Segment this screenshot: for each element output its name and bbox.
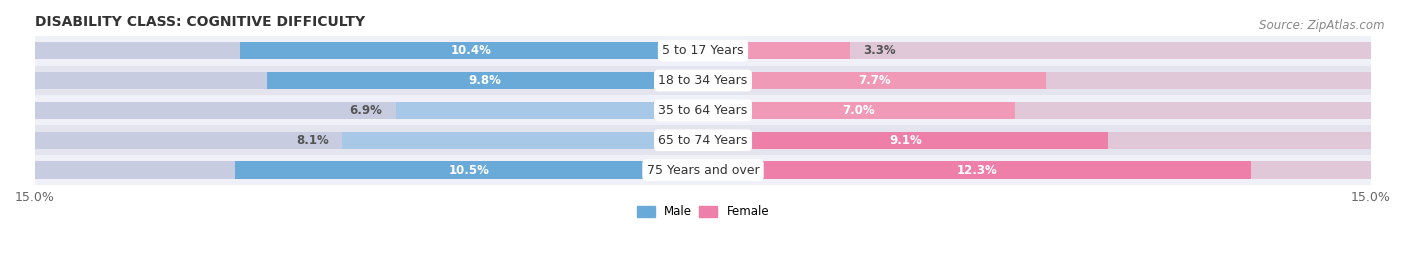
Bar	[703, 161, 1251, 179]
Bar	[35, 72, 703, 89]
Bar	[240, 42, 703, 59]
Bar	[703, 131, 1108, 149]
Bar	[703, 42, 851, 59]
Text: 8.1%: 8.1%	[297, 134, 329, 147]
Bar	[35, 96, 1371, 125]
Bar	[35, 155, 1371, 185]
Bar	[35, 36, 1371, 66]
Bar	[35, 125, 1371, 155]
Bar	[235, 161, 703, 179]
Text: 9.1%: 9.1%	[889, 134, 922, 147]
Text: Source: ZipAtlas.com: Source: ZipAtlas.com	[1260, 19, 1385, 32]
Bar	[703, 102, 1015, 119]
Text: 12.3%: 12.3%	[956, 164, 997, 177]
Bar	[703, 72, 1371, 89]
Legend: Male, Female: Male, Female	[633, 201, 773, 223]
Text: 6.9%: 6.9%	[350, 104, 382, 117]
Bar	[703, 131, 1371, 149]
Bar	[35, 102, 703, 119]
Bar	[703, 72, 1046, 89]
Text: 7.7%: 7.7%	[858, 74, 891, 87]
Text: 35 to 64 Years: 35 to 64 Years	[658, 104, 748, 117]
Bar	[703, 161, 1371, 179]
Text: 10.4%: 10.4%	[451, 44, 492, 57]
Bar	[35, 66, 1371, 96]
Bar	[35, 42, 703, 59]
Bar	[35, 161, 703, 179]
Text: 10.5%: 10.5%	[449, 164, 489, 177]
Bar	[35, 131, 703, 149]
Text: 9.8%: 9.8%	[468, 74, 501, 87]
Bar	[703, 42, 1371, 59]
Bar	[342, 131, 703, 149]
Text: DISABILITY CLASS: COGNITIVE DIFFICULTY: DISABILITY CLASS: COGNITIVE DIFFICULTY	[35, 15, 366, 29]
Text: 75 Years and over: 75 Years and over	[647, 164, 759, 177]
Text: 7.0%: 7.0%	[842, 104, 875, 117]
Bar	[267, 72, 703, 89]
Text: 65 to 74 Years: 65 to 74 Years	[658, 134, 748, 147]
Text: 3.3%: 3.3%	[863, 44, 896, 57]
Text: 18 to 34 Years: 18 to 34 Years	[658, 74, 748, 87]
Bar	[395, 102, 703, 119]
Text: 5 to 17 Years: 5 to 17 Years	[662, 44, 744, 57]
Bar	[703, 102, 1371, 119]
